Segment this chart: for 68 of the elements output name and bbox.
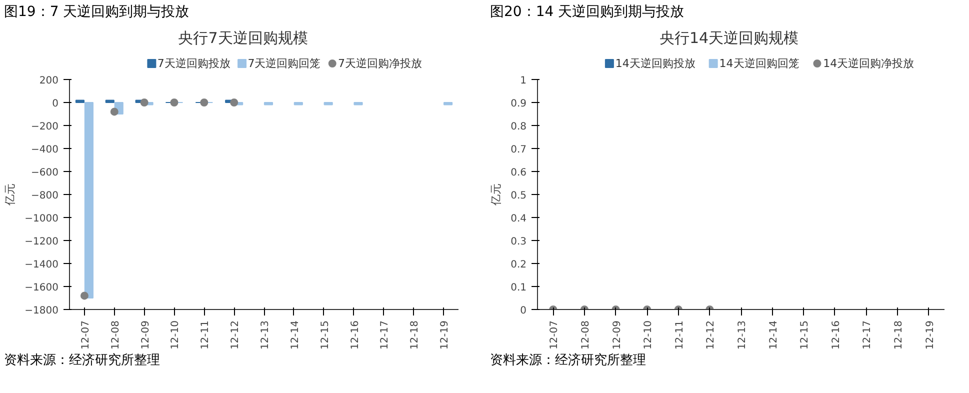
y-tick-label: 0.2 — [510, 260, 527, 270]
y-tick-label: 200 — [39, 76, 59, 86]
y-tick-label: −1200 — [24, 236, 58, 248]
y-tick-label: −1800 — [24, 306, 58, 316]
point — [170, 98, 178, 106]
x-tick-label: 12-10 — [643, 320, 654, 350]
y-tick-label: −1600 — [24, 282, 58, 294]
legend-label: 14天逆回购投放 — [615, 57, 696, 70]
y-tick-label: 1 — [520, 76, 527, 86]
legend-label: 7天逆回购净投放 — [338, 57, 422, 70]
y-tick-label: 0.7 — [510, 144, 527, 156]
y-tick-label: 0.3 — [510, 236, 527, 248]
y-tick-label: 0.5 — [510, 190, 527, 202]
x-tick-label: 12-15 — [800, 320, 811, 350]
x-tick-label: 12-17 — [862, 320, 874, 350]
y-tick-label: 0 — [52, 98, 59, 110]
point — [140, 98, 148, 106]
point — [200, 98, 208, 106]
x-tick-label: 12-08 — [110, 320, 122, 350]
y-tick-label: 0.4 — [510, 214, 527, 224]
y-tick-label: −200 — [31, 122, 59, 132]
chart-subtitle: 央行7天逆回购规模 — [178, 28, 308, 49]
y-tick-label: −600 — [31, 168, 59, 178]
point — [80, 292, 88, 300]
legend-label: 14天逆回购回笼 — [719, 57, 800, 70]
y-tick-label: 0.8 — [510, 122, 527, 132]
text: 资料来源：经济研究所整理 — [490, 352, 646, 370]
y-tick-label: 0 — [520, 306, 527, 316]
y-tick-label: 0.1 — [510, 282, 527, 294]
x-tick-label: 12-11 — [200, 320, 212, 350]
x-tick-label: 12-12 — [706, 320, 717, 350]
chart-title: 图19：7 天逆回购到期与投放 — [4, 3, 190, 22]
x-tick-label: 12-19 — [924, 320, 936, 350]
chart-subtitle: 央行14天逆回购规模 — [659, 28, 799, 49]
legend-label: 7天逆回购回笼 — [248, 57, 321, 70]
x-tick-label: 12-15 — [320, 320, 331, 350]
x-tick-label: 12-07 — [549, 320, 560, 350]
x-tick-label: 12-08 — [580, 320, 592, 350]
x-tick-label: 12-17 — [380, 320, 391, 350]
x-tick-label: 12-09 — [612, 320, 623, 350]
y-tick-label: 0.9 — [510, 98, 527, 110]
y-tick-label: −1000 — [24, 214, 58, 224]
legend-label: 14天逆回购净投放 — [823, 57, 914, 70]
point — [230, 98, 238, 106]
x-tick-label: 12-10 — [170, 320, 182, 350]
text: 资料来源：经济研究所整理 — [4, 352, 160, 370]
y-tick-label: 0.6 — [510, 168, 527, 178]
x-tick-label: 12-07 — [80, 320, 92, 350]
x-tick-label: 12-18 — [894, 320, 905, 350]
x-tick-label: 12-12 — [230, 320, 242, 350]
point — [110, 108, 118, 116]
y-tick-label: −400 — [31, 144, 59, 156]
legend-label: 7天逆回购投放 — [157, 57, 230, 70]
x-tick-label: 12-14 — [290, 320, 301, 350]
y-axis-title: 亿元 — [490, 184, 503, 206]
chart-title: 图20：14 天逆回购到期与投放 — [490, 3, 684, 22]
x-tick-label: 12-14 — [768, 320, 780, 350]
x-tick-label: 12-13 — [737, 320, 748, 350]
x-tick-label: 12-18 — [410, 320, 421, 350]
x-tick-label: 12-09 — [140, 320, 152, 350]
y-tick-label: −800 — [31, 190, 59, 202]
y-tick-label: −1400 — [24, 260, 58, 270]
y-axis-title: 亿元 — [4, 184, 17, 206]
x-tick-label: 12-11 — [674, 320, 686, 350]
x-tick-label: 12-16 — [350, 320, 361, 350]
x-tick-label: 12-16 — [830, 320, 842, 350]
x-tick-label: 12-19 — [440, 320, 451, 350]
x-tick-label: 12-13 — [260, 320, 271, 350]
